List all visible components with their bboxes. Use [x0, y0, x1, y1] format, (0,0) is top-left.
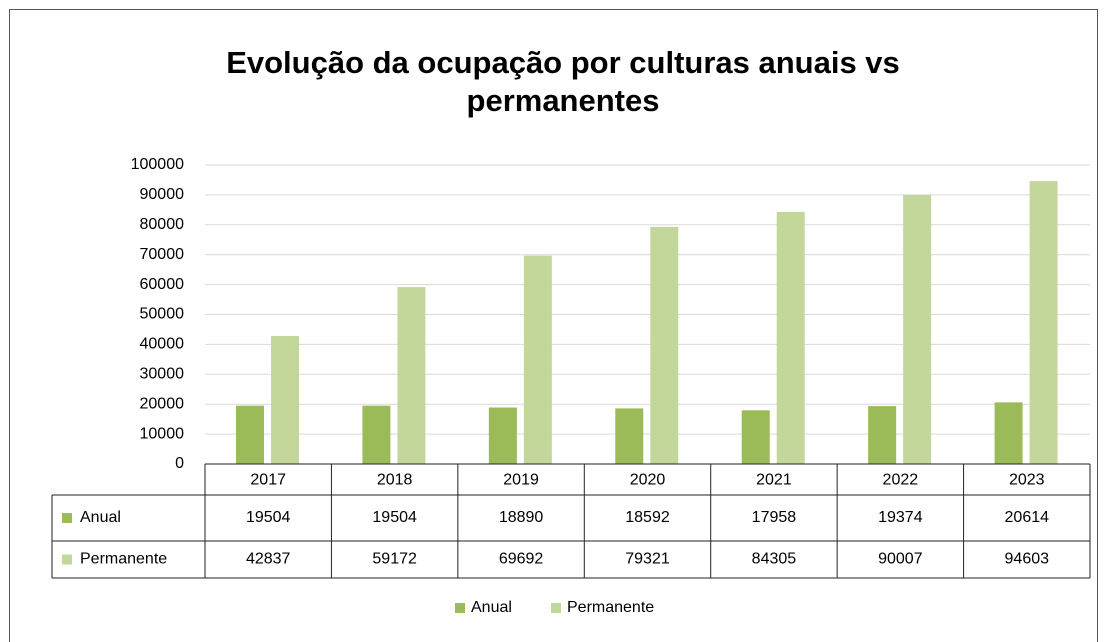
table-cell: 69692 [499, 551, 544, 568]
y-tick-label: 100000 [131, 156, 184, 173]
bar [236, 405, 264, 464]
table-cell: 17958 [752, 509, 797, 526]
bar [271, 335, 299, 464]
y-tick-label: 0 [175, 455, 184, 472]
table-row-label: Anual [80, 509, 121, 526]
bar [776, 211, 805, 464]
y-tick-label: 60000 [140, 276, 185, 293]
table-cell: 19374 [878, 509, 923, 526]
x-tick-label: 2020 [630, 472, 666, 489]
table-cell: 84305 [752, 551, 797, 568]
table-cell: 59172 [372, 551, 417, 568]
y-tick-label: 50000 [140, 306, 185, 323]
table-cell: 20614 [1005, 509, 1050, 526]
bar [1029, 181, 1058, 464]
x-tick-label: 2022 [883, 472, 919, 489]
bar [397, 287, 426, 464]
legend-key [551, 603, 561, 613]
table-cell: 18592 [625, 509, 670, 526]
bar [868, 406, 897, 464]
bar [362, 405, 391, 464]
table-cell: 90007 [878, 551, 923, 568]
legend-label: Permanente [567, 599, 654, 616]
bar [650, 226, 679, 464]
x-tick-label: 2023 [1009, 472, 1045, 489]
bar [994, 402, 1023, 464]
bar [488, 407, 517, 464]
table-cell: 18890 [499, 509, 544, 526]
x-tick-label: 2019 [503, 472, 539, 489]
x-tick-label: 2017 [250, 472, 286, 489]
y-tick-label: 40000 [140, 336, 185, 353]
x-tick-label: 2021 [756, 472, 792, 489]
y-tick-label: 20000 [140, 395, 185, 412]
table-key [62, 513, 72, 523]
bar [523, 255, 552, 464]
table-cell: 94603 [1005, 551, 1050, 568]
y-tick-label: 10000 [140, 425, 185, 442]
legend-label: Anual [471, 599, 512, 616]
chart-title: Evolução da ocupação por culturas anuais… [226, 45, 900, 118]
table-cell: 79321 [625, 551, 670, 568]
bar [741, 410, 770, 464]
y-tick-label: 70000 [140, 246, 185, 263]
table-row-label: Permanente [80, 551, 167, 568]
x-tick-label: 2018 [377, 472, 413, 489]
legend-key [455, 603, 465, 613]
table-cell: 19504 [372, 509, 417, 526]
bar [903, 194, 932, 464]
table-cell: 42837 [246, 551, 291, 568]
table-key [62, 554, 72, 565]
y-tick-label: 30000 [140, 366, 185, 383]
y-tick-label: 80000 [140, 216, 185, 233]
y-tick-label: 90000 [140, 186, 185, 203]
table-cell: 19504 [246, 509, 291, 526]
bar [615, 408, 644, 464]
